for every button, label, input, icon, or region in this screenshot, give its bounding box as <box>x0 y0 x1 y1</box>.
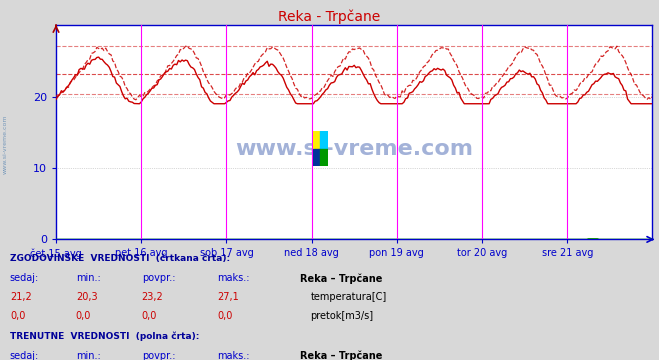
Text: Reka - Trpčane: Reka - Trpčane <box>278 9 381 23</box>
Text: sedaj:: sedaj: <box>10 351 39 360</box>
Bar <box>313 148 320 166</box>
Text: 27,1: 27,1 <box>217 292 239 302</box>
Text: Reka – Trpčane: Reka – Trpčane <box>300 351 382 360</box>
Text: sedaj:: sedaj: <box>10 273 39 283</box>
Bar <box>320 131 328 148</box>
Text: TRENUTNE  VREDNOSTI  (polna črta):: TRENUTNE VREDNOSTI (polna črta): <box>10 331 199 341</box>
Text: 21,2: 21,2 <box>10 292 32 302</box>
Text: min.:: min.: <box>76 273 101 283</box>
Text: 23,2: 23,2 <box>142 292 163 302</box>
Text: maks.:: maks.: <box>217 273 250 283</box>
Text: Reka – Trpčane: Reka – Trpčane <box>300 273 382 284</box>
Text: maks.:: maks.: <box>217 351 250 360</box>
Text: 0,0: 0,0 <box>10 311 25 321</box>
Text: povpr.:: povpr.: <box>142 273 175 283</box>
Text: temperatura[C]: temperatura[C] <box>310 292 387 302</box>
Text: 0,0: 0,0 <box>142 311 157 321</box>
Text: www.si-vreme.com: www.si-vreme.com <box>3 114 8 174</box>
Text: 0,0: 0,0 <box>217 311 233 321</box>
Text: pretok[m3/s]: pretok[m3/s] <box>310 311 374 321</box>
Text: min.:: min.: <box>76 351 101 360</box>
Text: 20,3: 20,3 <box>76 292 98 302</box>
Text: 0,0: 0,0 <box>76 311 91 321</box>
Bar <box>320 148 328 166</box>
Text: ZGODOVINSKE  VREDNOSTI  (črtkana črta):: ZGODOVINSKE VREDNOSTI (črtkana črta): <box>10 254 230 263</box>
Text: www.si-vreme.com: www.si-vreme.com <box>235 139 473 159</box>
Bar <box>313 131 320 148</box>
Text: povpr.:: povpr.: <box>142 351 175 360</box>
